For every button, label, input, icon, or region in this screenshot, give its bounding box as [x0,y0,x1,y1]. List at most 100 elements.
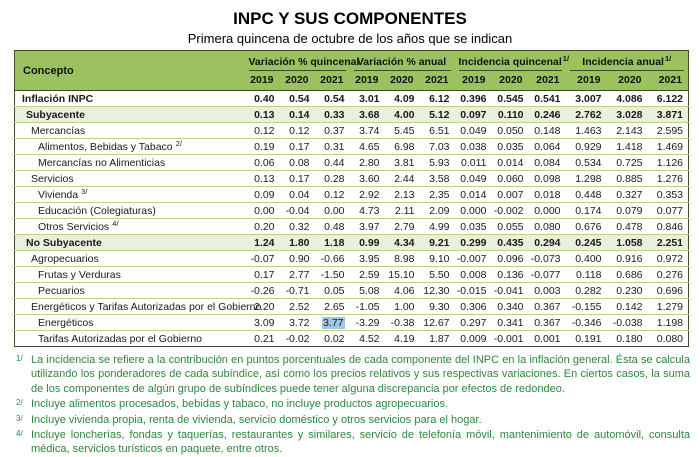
value-cell: 4.19 [384,330,420,347]
value-cell: 1.276 [647,170,689,187]
value-cell: -0.26 [244,282,280,299]
row-label: Vivienda 3/ [14,186,245,203]
value-cell: 0.00 [244,202,280,219]
value-cell: 0.003 [528,282,566,299]
value-cell: 0.007 [491,186,529,203]
value-cell: -1.05 [349,298,385,315]
value-cell: 0.545 [491,90,529,107]
value-cell: 0.049 [454,122,492,139]
value-cell: 0.294 [528,234,566,251]
value-cell: 3.871 [647,106,689,123]
table-row: No Subyacente 1.24 1.80 1.18 0.99 4.34 9.21 0.2… [14,234,689,251]
value-cell: 2.80 [349,154,385,171]
group-header-incidencia-anual: Incidencia anual1/ [565,50,689,71]
row-label: Educación (Colegiaturas) [14,202,245,219]
value-cell: 0.13 [244,106,280,123]
value-cell: 0.035 [454,218,492,235]
table-row: Energéticos 3.09 3.72 3.77 -3.29 -0.38 12.67 0.… [14,314,689,331]
value-cell: 1.418 [606,138,648,155]
footnote-text: Incluye vivienda propia, renta de vivien… [31,413,482,426]
value-cell: 0.846 [647,218,689,235]
table-container: Concepto Variación % quincenal Variación… [14,50,690,347]
value-cell: 0.014 [454,186,492,203]
value-cell: 0.060 [491,170,529,187]
value-cell: 0.916 [606,250,648,267]
value-cell: 0.48 [314,218,350,235]
value-cell: 4.09 [384,90,420,107]
value-cell: -0.002 [491,202,529,219]
value-cell: 0.367 [528,314,566,331]
group-label: Incidencia anual [582,56,664,68]
value-cell: 0.096 [491,250,529,267]
value-cell: 0.54 [279,90,315,107]
value-cell: 2.11 [384,202,420,219]
value-cell: 4.34 [384,234,420,251]
year-header: 2021 [419,71,455,91]
year-header: 2020 [279,71,315,91]
footnote-ref: 1/ [664,54,672,63]
footnote-ref: 1/ [562,54,570,63]
value-cell: 0.098 [528,170,566,187]
value-cell: -0.007 [454,250,492,267]
value-cell: 0.54 [314,90,350,107]
footnote-text: Incluye loncherías, fondas y taquerías, … [31,429,690,456]
value-cell: 3.74 [349,122,385,139]
footnote-marker: 2/ [16,398,23,408]
value-cell: 1.00 [384,298,420,315]
value-cell: 2.52 [279,298,315,315]
value-cell: 0.725 [606,154,648,171]
group-header-variacion-anual: Variación % anual [349,50,455,71]
group-label: Variación % quincenal [248,56,360,68]
selected-value: 3.77 [322,316,345,329]
table-row: Agropecuarios -0.07 0.90 -0.66 3.95 8.98 9.10-… [14,250,689,267]
value-cell: 2.13 [384,186,420,203]
concepto-column-header: Concepto [14,50,245,91]
value-cell: 0.180 [606,330,648,347]
value-cell: 3.97 [349,218,385,235]
value-cell: 4.086 [606,90,648,107]
value-cell: 0.282 [565,282,607,299]
value-cell: 1.469 [647,138,689,155]
year-header: 2020 [606,71,648,91]
value-cell: 0.676 [565,218,607,235]
footnote-ref [446,54,447,63]
table-row: Pecuarios -0.26 -0.71 0.05 5.08 4.06 12.30 -0.0… [14,282,689,299]
footnote-1: 1/ La incidencia se refiere a la contrib… [16,353,692,396]
value-cell: 0.353 [647,186,689,203]
value-cell: 2.59 [349,266,385,283]
group-label: Incidencia quincenal [458,56,562,68]
value-cell: 2.79 [384,218,420,235]
value-cell: 0.341 [491,314,529,331]
row-label: Mercancías [14,122,245,139]
value-cell: 3.01 [349,90,385,107]
value-cell: 0.06 [244,154,280,171]
value-cell: 0.17 [279,138,315,155]
value-cell: 4.73 [349,202,385,219]
row-label: Subyacente [14,106,245,123]
value-cell: 0.28 [314,170,350,187]
table-row: Frutas y Verduras 0.17 2.77 -1.50 2.59 15.10 5… [14,266,689,283]
value-cell: -0.001 [491,330,529,347]
value-cell: 9.30 [419,298,455,315]
table-row: Mercancías no Alimenticias 0.06 0.08 0.44 2.… [14,154,689,171]
value-cell: 0.230 [606,282,648,299]
value-cell: 0.009 [454,330,492,347]
value-cell: -0.02 [279,330,315,347]
value-cell: 2.44 [384,170,420,187]
value-cell: 4.52 [349,330,385,347]
value-cell: 15.10 [384,266,420,283]
value-cell: 0.191 [565,330,607,347]
value-cell: 2.20 [244,298,280,315]
value-cell: 5.50 [419,266,455,283]
value-cell: 12.67 [419,314,455,331]
row-label: Alimentos, Bebidas y Tabaco 2/ [14,138,245,155]
row-label: Mercancías no Alimenticias [14,154,245,171]
year-header: 2020 [491,71,529,91]
footnote-marker: 3/ [16,413,23,423]
value-cell: 0.000 [454,202,492,219]
value-cell: 0.885 [606,170,648,187]
value-cell: -0.073 [528,250,566,267]
value-cell: 0.40 [244,90,280,107]
value-cell: 0.136 [491,266,529,283]
